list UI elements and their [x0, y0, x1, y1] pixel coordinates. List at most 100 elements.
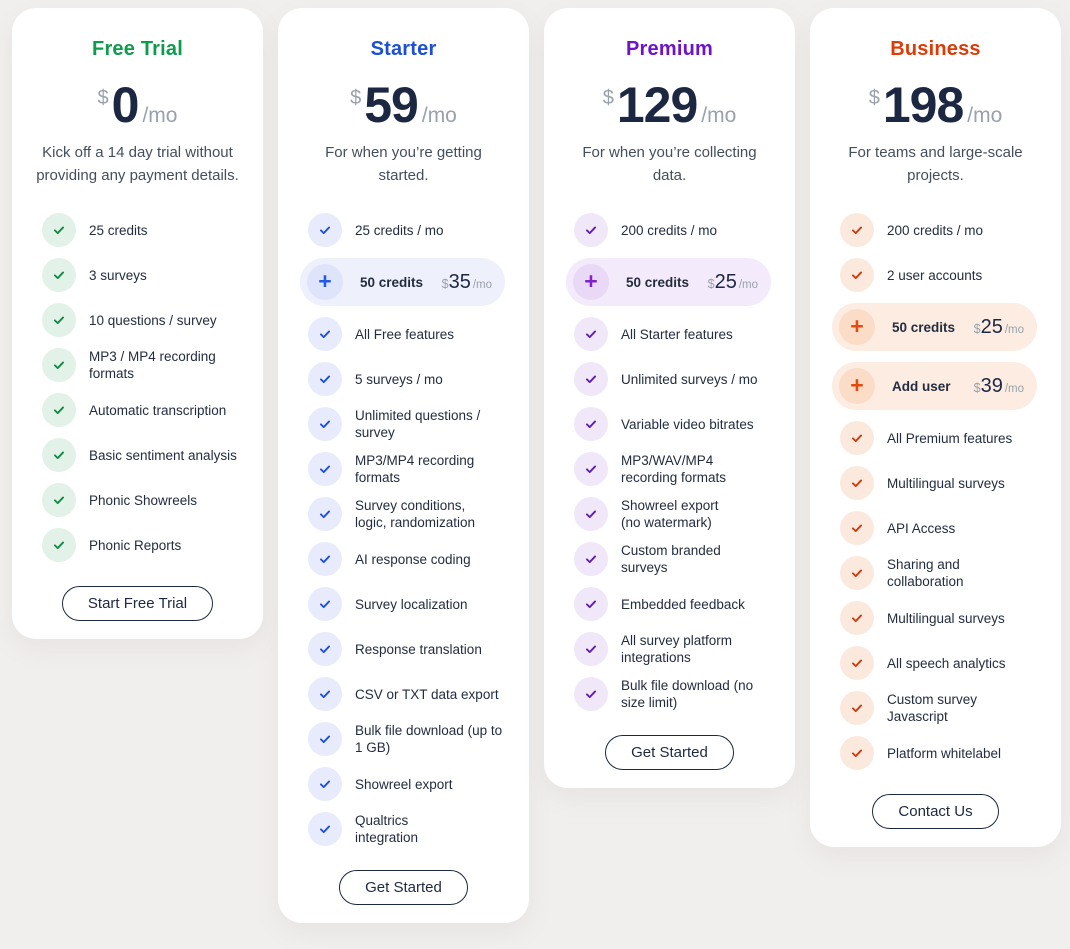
feature-label: Showreel export (no watermark) — [621, 498, 719, 530]
get-started-button[interactable]: Get Started — [605, 735, 734, 770]
check-icon — [840, 466, 874, 500]
feature-label: Sharing and collaboration — [887, 557, 964, 589]
check-icon — [308, 677, 342, 711]
feature-label: All Free features — [355, 326, 455, 342]
feature-label: Basic sentiment analysis — [89, 447, 237, 463]
feature-row: Automatic transcription — [42, 393, 245, 427]
feature-label: Phonic Reports — [89, 537, 182, 553]
feature-row: MP3 / MP4 recording formats — [42, 348, 245, 382]
feature-row: Custom branded surveys — [574, 542, 777, 576]
addon-price: $35/mo — [442, 271, 492, 294]
feature-label: 25 credits / mo — [355, 222, 444, 238]
feature-label: All Premium features — [887, 430, 1013, 446]
feature-row: All speech analytics — [840, 646, 1043, 680]
check-icon — [42, 393, 76, 427]
check-icon — [308, 362, 342, 396]
addon-row[interactable]: + Add user $39/mo — [832, 362, 1037, 410]
addon-row[interactable]: +50 credits $35/mo — [300, 258, 505, 306]
check-icon — [574, 317, 608, 351]
check-icon — [308, 452, 342, 486]
currency-symbol: $ — [97, 87, 109, 109]
plan-price: $129/mo — [544, 80, 795, 130]
currency-symbol: $ — [350, 87, 362, 109]
addon-amount: 25 — [714, 270, 737, 293]
start-free-trial-button[interactable]: Start Free Trial — [61, 586, 214, 621]
addon-row[interactable]: +50 credits $25/mo — [566, 258, 771, 306]
check-icon — [840, 736, 874, 770]
plan-description: For when you’re collecting data. — [582, 144, 757, 184]
feature-row: API Access — [840, 511, 1043, 545]
cta-row: Contact Us — [810, 794, 1061, 829]
addon-amount: 35 — [448, 270, 471, 293]
check-icon — [308, 722, 342, 756]
feature-row: AI response coding — [308, 542, 511, 576]
feature-row: Basic sentiment analysis — [42, 438, 245, 472]
check-icon — [308, 767, 342, 801]
feature-label: 200 credits / mo — [887, 222, 984, 238]
check-icon — [574, 497, 608, 531]
check-icon — [574, 213, 608, 247]
feature-label: Automatic transcription — [89, 402, 227, 418]
check-icon — [42, 303, 76, 337]
feature-list: 25 credits 3 surveys 10 questions / survey… — [12, 213, 263, 573]
plan-card-free-trial: Free Trial $0/mo Kick off a 14 day trial… — [12, 8, 263, 639]
feature-row: Unlimited questions / survey — [308, 407, 511, 441]
plan-title: Business — [890, 38, 981, 60]
addon-label: 50 credits — [892, 319, 956, 335]
check-icon — [308, 632, 342, 666]
feature-label: MP3/WAV/MP4 recording formats — [621, 453, 727, 485]
addon-row[interactable]: +50 credits $25/mo — [832, 303, 1037, 351]
currency-symbol: $ — [868, 87, 880, 109]
get-started-button[interactable]: Get Started — [339, 870, 468, 905]
plan-card-business: Business $198/mo For teams and large-sca… — [810, 8, 1061, 847]
plan-card-premium: Premium $129/mo For when you’re collecti… — [544, 8, 795, 788]
feature-row: 200 credits / mo — [574, 213, 777, 247]
feature-row: Embedded feedback — [574, 587, 777, 621]
plan-title: Free Trial — [92, 38, 183, 60]
plan-description: For teams and large-scale projects. — [848, 144, 1023, 184]
check-icon — [840, 601, 874, 635]
plan-price: $198/mo — [810, 80, 1061, 130]
check-icon — [840, 258, 874, 292]
feature-label: Qualtrics integration — [355, 813, 419, 845]
check-icon — [42, 258, 76, 292]
feature-label: AI response coding — [355, 551, 471, 567]
addon-label: 50 credits — [360, 274, 424, 290]
check-icon — [42, 438, 76, 472]
check-icon — [840, 556, 874, 590]
addon-period: /mo — [1004, 382, 1024, 395]
check-icon — [840, 691, 874, 725]
check-icon — [308, 317, 342, 351]
pricing-table: Free Trial $0/mo Kick off a 14 day trial… — [12, 8, 1061, 923]
feature-label: Custom survey Javascript — [887, 692, 978, 724]
addon-price: $25/mo — [974, 316, 1024, 339]
check-icon — [840, 421, 874, 455]
feature-row: Response translation — [308, 632, 511, 666]
contact-us-button[interactable]: Contact Us — [872, 794, 999, 829]
check-icon — [42, 483, 76, 517]
addon-label: Add user — [892, 378, 951, 394]
price-amount: 129 — [616, 77, 698, 133]
check-icon — [574, 407, 608, 441]
feature-label: All survey platform integrations — [621, 633, 733, 665]
addon-currency: $ — [441, 276, 449, 291]
feature-label: 2 user accounts — [887, 267, 983, 283]
feature-row: All Premium features — [840, 421, 1043, 455]
feature-row: Custom survey Javascript — [840, 691, 1043, 725]
feature-label: All Starter features — [621, 326, 733, 342]
cta-row: Start Free Trial — [12, 586, 263, 621]
plan-price: $59/mo — [278, 80, 529, 130]
feature-row: All Free features — [308, 317, 511, 351]
feature-row: 10 questions / survey — [42, 303, 245, 337]
plus-icon: + — [839, 309, 875, 345]
feature-label: Custom branded surveys — [621, 543, 721, 575]
check-icon — [574, 542, 608, 576]
check-icon — [574, 587, 608, 621]
check-icon — [840, 511, 874, 545]
check-icon — [840, 213, 874, 247]
feature-row: Phonic Showreels — [42, 483, 245, 517]
check-icon — [42, 528, 76, 562]
check-icon — [308, 213, 342, 247]
feature-row: Multilingual surveys — [840, 466, 1043, 500]
cta-row: Get Started — [278, 870, 529, 905]
